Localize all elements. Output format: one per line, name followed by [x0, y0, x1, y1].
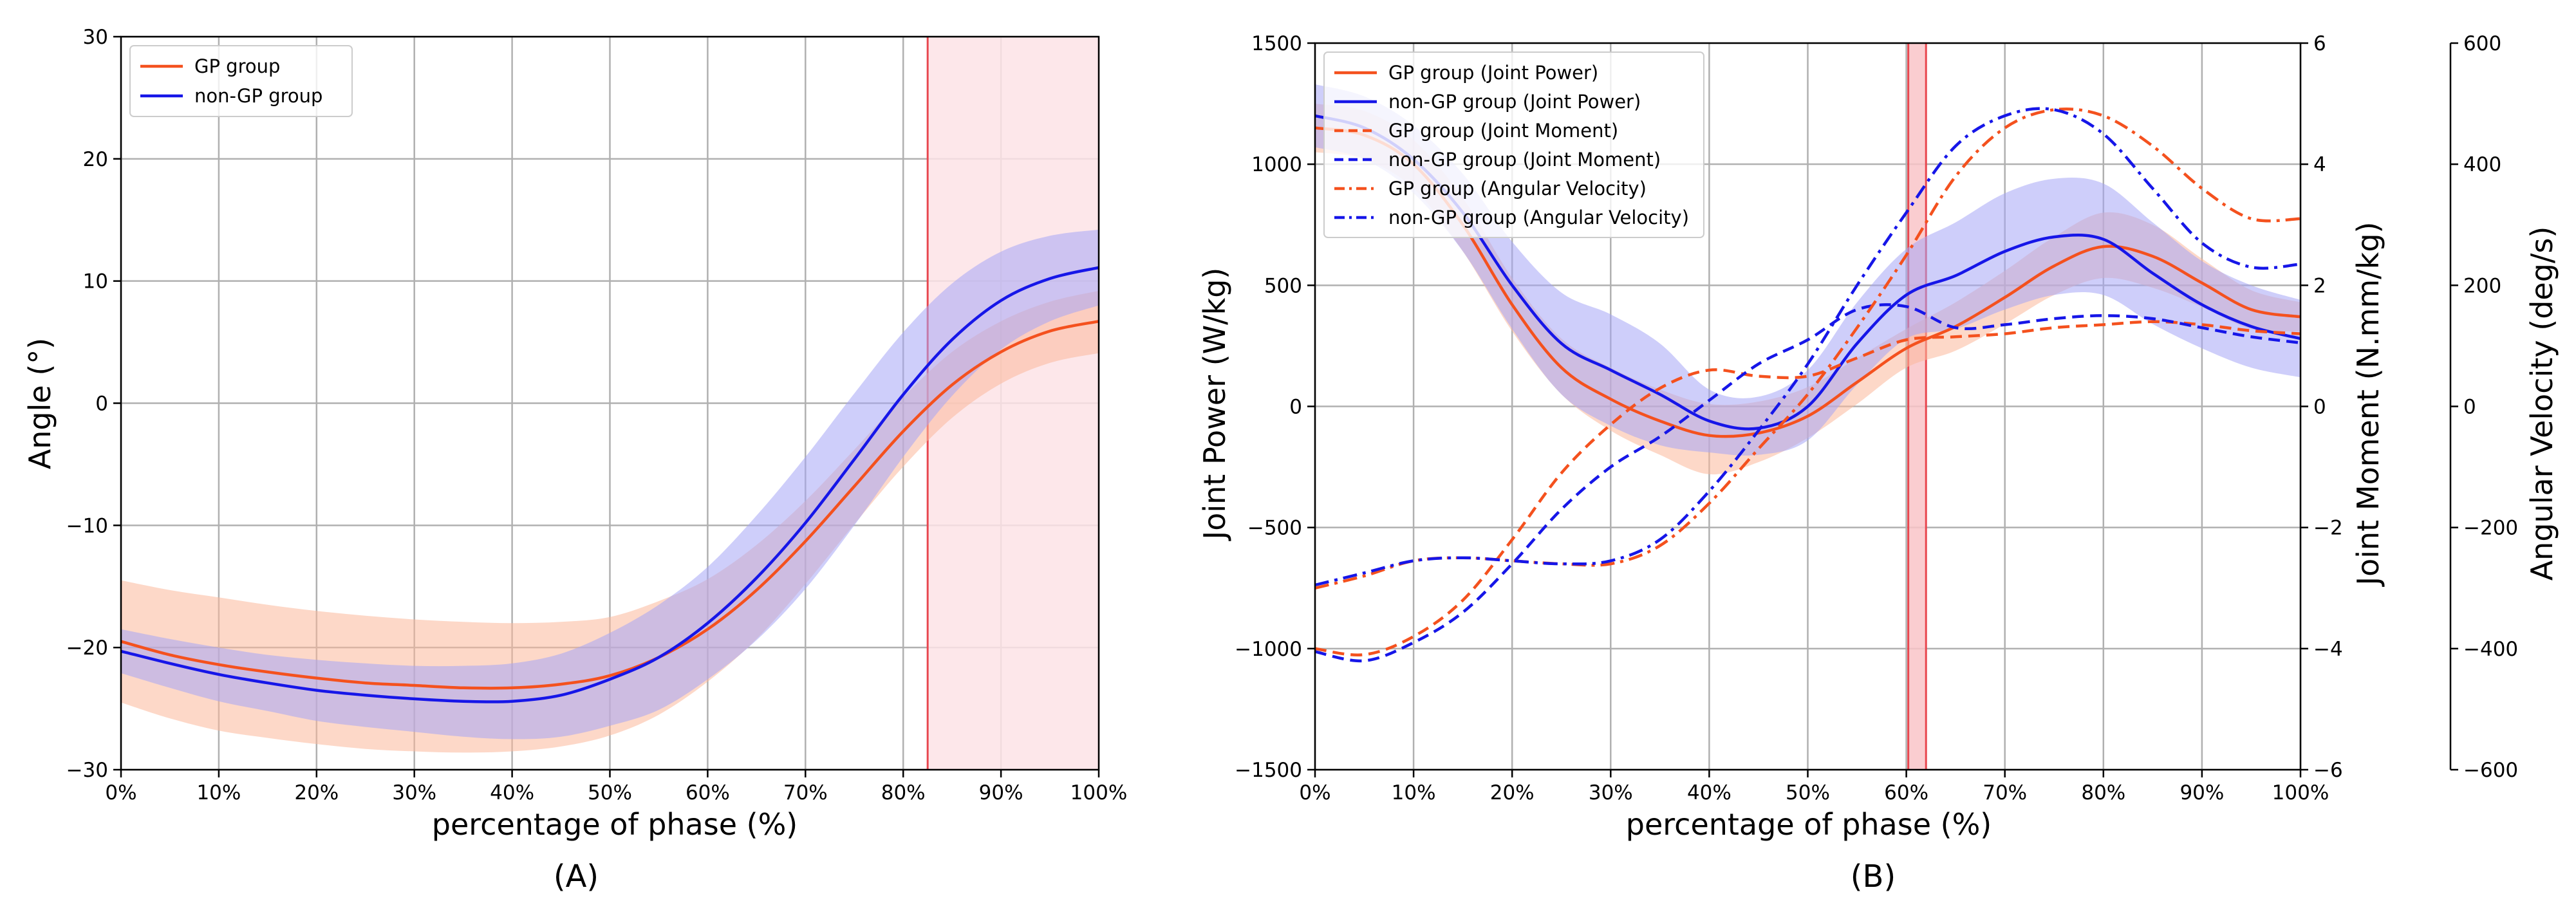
- panel-a-x-tick-label: 30%: [392, 781, 436, 804]
- panel-a-y-tick-label: 0: [95, 393, 108, 416]
- panel-b-legend-box: [1323, 51, 1704, 238]
- panel-b-x-tick-label: 70%: [1983, 781, 2027, 804]
- panel-b-x-tick-label: 90%: [2179, 781, 2224, 804]
- panel-a-x-axis-label: percentage of phase (%): [432, 807, 798, 842]
- panel-a-y-tick-label: 10: [83, 270, 108, 293]
- chart-labels: percentage of phase (%) Angle (°) (A) pe…: [23, 222, 2559, 895]
- panel-a-y-tick-label: −20: [66, 636, 108, 660]
- panel-b-y-axis-label-left: Joint Power (W/kg): [1197, 268, 1232, 542]
- panel-a-line-series-1: [120, 266, 1099, 703]
- panel-b-line-series-2: [1314, 320, 2301, 657]
- panel-b-x-tick-label: 60%: [1884, 781, 1928, 804]
- panel-a-legend-box: [129, 45, 353, 117]
- panel-b-shaded-region: [1908, 43, 1927, 770]
- panel-b-legend-label-0: GP group (Joint Power): [1388, 62, 1598, 84]
- panel-a-x-tick-label: 20%: [294, 781, 339, 804]
- panel-b-y-right2-tick-label: 400: [2463, 153, 2501, 176]
- panel-a-x-tick-label: 10%: [196, 781, 241, 804]
- panel-b-y-right-tick-label: −2: [2313, 517, 2343, 540]
- panel-a-chart: 0% 10% 20% 30% 40% 50% 60% 70% 80% 90% 100% −30 −20 −…: [66, 26, 1128, 804]
- panel-b-y-right2-tick-label: −200: [2463, 517, 2518, 540]
- panel-a-legend: GP group non-GP group: [129, 45, 353, 117]
- panel-a-caption: (A): [554, 859, 599, 895]
- panel-a-y-tick-label: 30: [83, 26, 108, 49]
- panel-b-x-tick-label: 40%: [1687, 781, 1731, 804]
- panel-b-y-right-tick-label: 6: [2313, 32, 2326, 55]
- panel-b-legend-label-5: non-GP group (Angular Velocity): [1388, 207, 1689, 228]
- panel-b-y-tick-label: 1000: [1251, 153, 1302, 176]
- panel-a-y-axis-label: Angle (°): [23, 338, 57, 469]
- panel-b-x-tick-label: 50%: [1786, 781, 1830, 804]
- panel-a-x-tick-label: 90%: [979, 781, 1023, 804]
- panel-a-x-tick-label: 40%: [490, 781, 534, 804]
- panel-b-legend-label-2: GP group (Joint Moment): [1388, 120, 1618, 142]
- panel-a-y-tick-label: 20: [83, 148, 108, 171]
- panel-b-y-axis-label-right2: Angular Velocity (deg/s): [2525, 227, 2559, 581]
- panel-a-x-tick-label: 60%: [686, 781, 730, 804]
- panel-a-x-tick-label: 0%: [105, 781, 136, 804]
- panel-b-legend-label-4: GP group (Angular Velocity): [1388, 178, 1647, 200]
- panel-b-y-right2-tick-label: −600: [2463, 759, 2518, 782]
- panel-a-line-series-0: [120, 320, 1099, 690]
- panel-a-legend-label-0: GP group: [194, 55, 280, 77]
- panel-b-line-series-4: [1314, 107, 2301, 590]
- panel-b-y-right-tick-label: 4: [2313, 153, 2326, 176]
- panel-a-legend-label-1: non-GP group: [194, 85, 322, 107]
- panel-a-band-series-1: [121, 229, 1099, 739]
- panel-b-x-tick-label: 0%: [1299, 781, 1330, 804]
- panel-a-band-series-0: [121, 290, 1099, 753]
- panel-b-y-axis-label-right: Joint Moment (N.mm/kg): [2351, 222, 2385, 588]
- panel-b-legend-label-1: non-GP group (Joint Power): [1388, 91, 1641, 113]
- panel-b-y-tick-label: −1000: [1235, 638, 1302, 661]
- panel-b-y-tick-label: −500: [1247, 517, 1302, 540]
- panel-b-x-axis-label: percentage of phase (%): [1626, 807, 1992, 842]
- panel-b-x-tick-label: 100%: [2272, 781, 2329, 804]
- panel-b-caption: (B): [1851, 859, 1896, 895]
- panel-b-y-right-tick-label: −6: [2313, 759, 2343, 782]
- panel-b-x-tick-label: 10%: [1392, 781, 1436, 804]
- panel-b-chart: 0% 10% 20% 30% 40% 50% 60% 70% 80% 90% 100% −1500 −1…: [1235, 32, 2518, 804]
- panel-a-x-tick-label: 50%: [588, 781, 632, 804]
- panel-b-y-tick-label: 0: [1289, 396, 1302, 419]
- panel-b-y-right-tick-label: 2: [2313, 274, 2326, 297]
- panel-a-y-tick-label: −10: [66, 514, 108, 537]
- panel-b-y-right2-tick-label: 0: [2463, 396, 2476, 419]
- panel-b-x-tick-label: 20%: [1490, 781, 1535, 804]
- panel-b-band-series-1: [1315, 84, 2301, 456]
- panel-b-y-right2-tick-label: −400: [2463, 638, 2518, 661]
- panel-b-y-right2-tick-label: 200: [2463, 274, 2501, 297]
- panel-b-legend: GP group (Joint Power) non-GP group (Join…: [1323, 51, 1704, 238]
- panel-b-line-series-5: [1314, 107, 2301, 587]
- panel-b-y-right-tick-label: −4: [2313, 638, 2343, 661]
- panel-b-y-tick-label: −1500: [1235, 759, 1302, 782]
- panel-a-x-tick-label: 70%: [783, 781, 828, 804]
- panel-b-legend-label-3: non-GP group (Joint Moment): [1388, 149, 1661, 171]
- panel-a-y-tick-label: −30: [66, 759, 108, 782]
- panel-a-x-tick-label: 100%: [1070, 781, 1128, 804]
- panel-a-x-tick-label: 80%: [881, 781, 926, 804]
- panel-b-x-tick-label: 30%: [1589, 781, 1633, 804]
- panel-b-y-tick-label: 1500: [1251, 32, 1302, 55]
- panel-b-x-tick-label: 80%: [2081, 781, 2125, 804]
- panel-b-y-right-tick-label: 0: [2313, 396, 2326, 419]
- panel-b-line-series-3: [1314, 303, 2301, 663]
- panel-b-line-series-0: [1314, 126, 2301, 438]
- panel-b-y-right2-tick-label: 600: [2463, 32, 2501, 55]
- panel-b-y-tick-label: 500: [1264, 274, 1302, 297]
